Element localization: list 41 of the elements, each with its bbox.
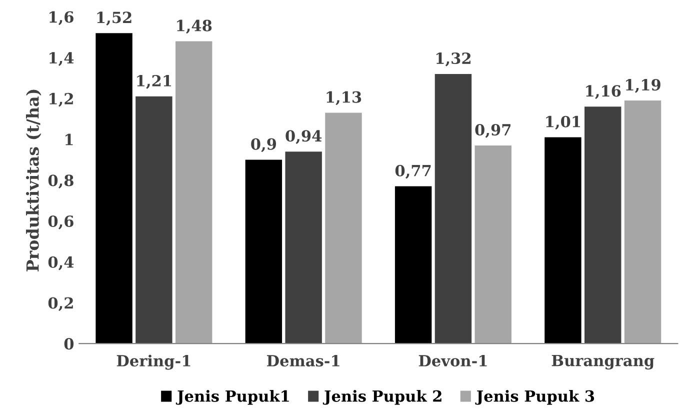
y-tick-label: 0,2 (48, 297, 73, 312)
y-tick-label: 0,8 (48, 174, 74, 188)
x-tick-label: Burangrang (552, 354, 654, 370)
y-tick-label: 0 (64, 338, 74, 350)
bar (245, 160, 282, 344)
bar (474, 145, 512, 344)
legend-label: Jenis Pupuk 2 (322, 390, 442, 405)
data-label: 1,32 (436, 52, 470, 66)
bar (325, 112, 362, 344)
y-tick-label: 1,2 (50, 92, 73, 107)
bar (96, 33, 132, 344)
legend-label: Jenis Pupuk1 (176, 390, 289, 405)
data-label: 1,52 (97, 12, 132, 26)
data-label: 1,13 (326, 91, 362, 106)
data-label: 0,94 (286, 130, 322, 144)
x-tick-label: Demas-1 (266, 354, 340, 367)
y-tick-label: 0,4 (48, 256, 74, 270)
bar (136, 96, 172, 344)
bar (394, 186, 432, 344)
bar (434, 74, 472, 344)
data-label: 1,16 (586, 85, 621, 100)
bar (584, 106, 622, 344)
legend-label: Jenis Pupuk 3 (475, 390, 594, 405)
data-label: 0,97 (475, 124, 510, 138)
bar (175, 41, 212, 344)
data-label: 1,01 (546, 116, 580, 130)
data-label: 1,48 (177, 20, 212, 34)
data-label: 1,19 (626, 79, 660, 93)
data-label: 0,77 (395, 164, 431, 179)
data-label: 0,9 (251, 138, 276, 152)
bar (544, 137, 582, 344)
y-tick-label: 1 (65, 134, 73, 146)
x-tick-label: Dering-1 (116, 354, 190, 370)
x-tick-label: Devon-1 (418, 354, 487, 367)
y-tick-label: 1,4 (50, 52, 74, 66)
y-tick-label: 1,6 (50, 11, 74, 26)
data-label: 1,21 (137, 74, 172, 89)
y-tick-label: 0,6 (48, 215, 74, 230)
y-axis-title: Produktivitas (t/ha) (26, 90, 42, 272)
bar (624, 100, 662, 344)
bar (285, 152, 322, 344)
